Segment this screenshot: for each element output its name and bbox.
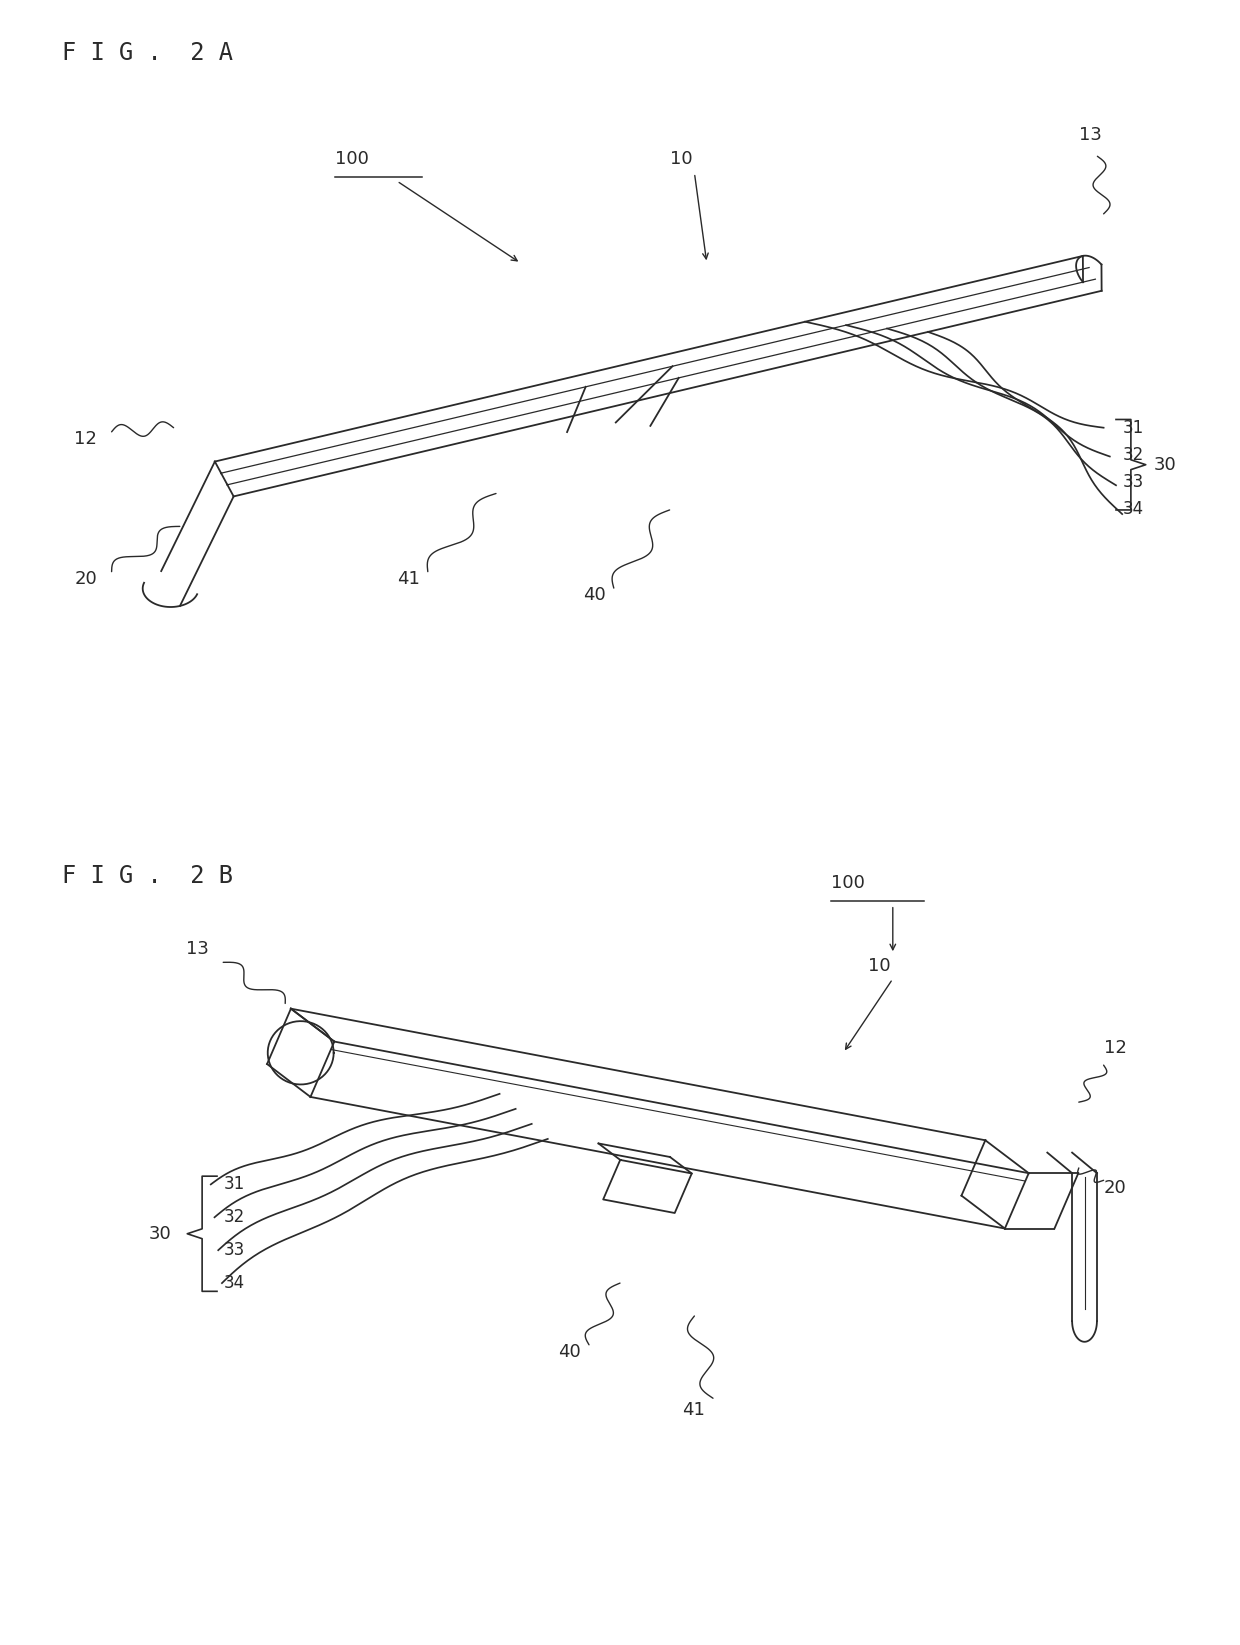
Text: 41: 41 <box>682 1400 704 1418</box>
Text: 34: 34 <box>223 1275 244 1291</box>
Text: 12: 12 <box>74 429 97 447</box>
Text: 10: 10 <box>670 150 692 168</box>
Text: F I G .  2 B: F I G . 2 B <box>62 864 233 888</box>
Text: 12: 12 <box>1104 1038 1126 1056</box>
Text: 31: 31 <box>223 1176 244 1193</box>
Text: 30: 30 <box>1153 456 1176 474</box>
Text: 40: 40 <box>558 1342 580 1360</box>
Text: 34: 34 <box>1122 500 1143 518</box>
Text: 100: 100 <box>831 873 864 892</box>
Text: 20: 20 <box>74 569 97 587</box>
Text: 100: 100 <box>335 150 368 168</box>
Text: 13: 13 <box>186 939 208 957</box>
Text: 32: 32 <box>1122 446 1143 464</box>
Text: 33: 33 <box>1122 474 1143 490</box>
Text: 32: 32 <box>223 1209 244 1226</box>
Text: 33: 33 <box>223 1242 244 1258</box>
Text: 41: 41 <box>397 569 419 587</box>
Text: 10: 10 <box>868 956 890 974</box>
Text: 13: 13 <box>1079 125 1101 143</box>
Text: 30: 30 <box>149 1226 171 1242</box>
Text: 40: 40 <box>583 586 605 604</box>
Text: 31: 31 <box>1122 419 1143 436</box>
Text: 20: 20 <box>1104 1178 1126 1196</box>
Text: F I G .  2 A: F I G . 2 A <box>62 41 233 66</box>
